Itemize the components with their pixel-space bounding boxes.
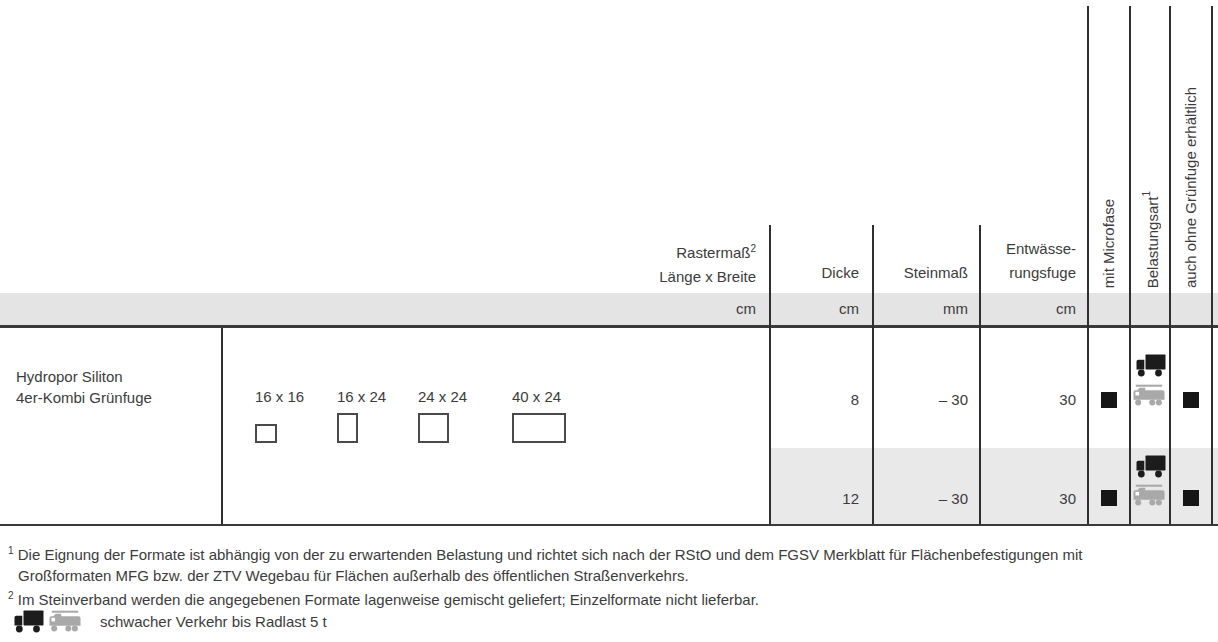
header-divider-rule	[0, 325, 1218, 328]
row2-entwaesserungsfuge-value: 30	[976, 491, 1076, 506]
column-header-rastermass: Rastermaß2 Länge x Breite	[556, 237, 756, 289]
row2-gruenfuge-marker-square	[1183, 490, 1199, 506]
row1-entwaesserungsfuge-value: 30	[976, 392, 1076, 407]
footnote-1: 1 Die Eignung der Formate ist abhängig v…	[8, 540, 1208, 586]
legend-text: schwacher Verkehr bis Radlast 5 t	[100, 613, 327, 630]
column-header-steinmass: Steinmaß	[868, 261, 968, 285]
format-shape-16x24	[337, 413, 358, 443]
row2-dicke-value: 12	[759, 491, 859, 506]
unit-entwaesserungsfuge: cm	[976, 300, 1076, 317]
row1-steinmass-value: – 30	[868, 392, 968, 407]
product-name: Hydropor Siliton 4er-Kombi Grünfuge	[16, 366, 152, 408]
unit-steinmass: mm	[868, 300, 968, 317]
product-column-divider	[221, 328, 223, 524]
belastungsart-legend: schwacher Verkehr bis Radlast 5 t	[14, 610, 327, 633]
box-truck-icon	[14, 610, 44, 633]
format-shape-16x16	[255, 424, 277, 443]
format-label: 24 x 24	[418, 388, 467, 405]
format-shape-40x24	[512, 413, 566, 443]
dicke-column-divider	[872, 225, 874, 524]
table-right-border	[1211, 6, 1213, 524]
gruenfuge-column-divider	[1169, 6, 1171, 524]
microfase-column-divider	[1087, 6, 1089, 524]
row1-microfase-marker-square	[1101, 392, 1117, 408]
column-header-dicke: Dicke	[759, 261, 859, 285]
row2-steinmass-value: – 30	[868, 491, 968, 506]
rastermass-column-divider	[769, 225, 771, 524]
steinmass-column-divider	[979, 225, 981, 524]
box-truck-icon	[1136, 455, 1166, 478]
unit-dicke: cm	[759, 300, 859, 317]
column-header-belastungsart: Belastungsart1	[1130, 0, 1170, 288]
format-label: 16 x 16	[255, 388, 304, 405]
column-header-mit-microfase: mit Microfase	[1088, 0, 1130, 288]
unit-rastermass: cm	[556, 300, 756, 317]
row1-dicke-value: 8	[759, 392, 859, 407]
spec-table-page: Rastermaß2 Länge x Breite Dicke Steinmaß…	[0, 0, 1218, 642]
format-label: 40 x 24	[512, 388, 561, 405]
box-truck-icon	[1136, 354, 1166, 377]
row1-gruenfuge-marker-square	[1183, 392, 1199, 408]
fire-truck-icon	[1133, 384, 1165, 407]
fire-truck-icon	[1133, 484, 1165, 507]
format-shape-24x24	[418, 413, 449, 443]
fire-truck-icon	[49, 610, 81, 633]
table-bottom-rule	[0, 524, 1218, 526]
footnote-2: 2 Im Steinverband werden die angegebenen…	[8, 585, 1208, 610]
belastungsart-column-divider	[1129, 6, 1131, 524]
column-header-entwaesserungsfuge: Entwässe- rungsfuge	[976, 237, 1076, 285]
column-header-auch-ohne-gruenfuge: auch ohne Grünfuge erhältlich	[1170, 0, 1212, 288]
row2-microfase-marker-square	[1101, 490, 1117, 506]
format-label: 16 x 24	[337, 388, 386, 405]
